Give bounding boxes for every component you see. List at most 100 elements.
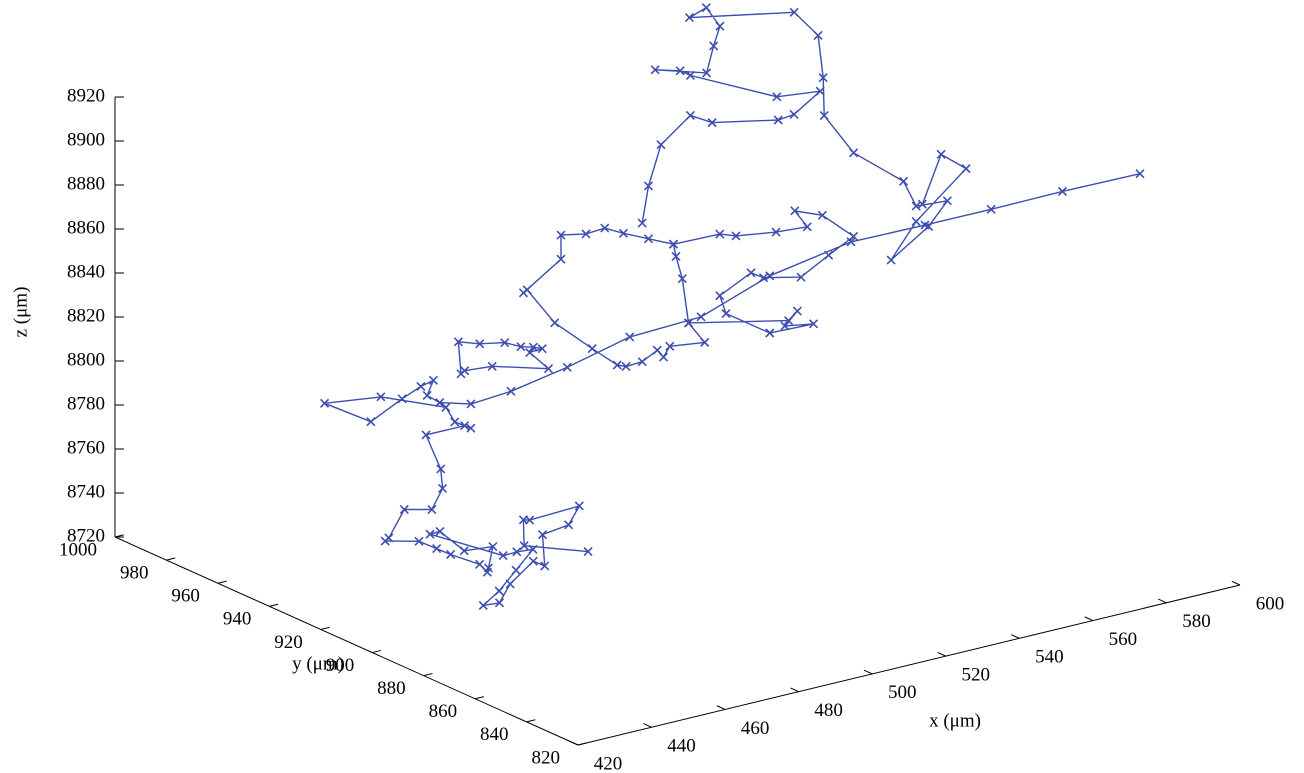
point-marker [621,361,631,372]
point-marker [643,181,654,191]
point-marker [427,504,437,515]
point-marker [637,357,647,367]
point-marker [460,366,470,376]
y-tick [372,649,382,654]
point-marker [487,361,497,371]
point-marker [528,556,538,566]
point-marker [808,319,819,329]
point-marker [556,230,566,240]
z-tick-label: 8720 [67,525,105,546]
x-tick-label: 480 [814,700,843,721]
point-marker [789,7,799,17]
point-marker [397,394,407,404]
point-marker [824,250,834,260]
z-tick-label: 8860 [67,217,105,238]
point-marker [625,332,635,342]
point-marker [446,549,456,560]
point-marker [366,417,376,427]
point-marker [437,483,448,493]
z-axis-label: z (μm) [10,287,31,338]
point-marker [849,231,859,241]
point-marker [422,390,432,401]
point-marker [731,231,741,241]
y-tick [320,626,330,630]
point-marker [581,229,591,239]
point-marker [685,70,696,81]
point-marker [428,375,438,385]
point-marker [466,399,476,409]
z-tick-label: 8840 [67,261,105,282]
x-tick [1231,580,1241,586]
point-marker [818,73,828,83]
point-marker [813,30,823,40]
point-marker [715,229,725,239]
point-marker [936,149,946,159]
x-tick-label: 420 [594,753,623,773]
x-tick [1084,616,1094,622]
x-tick-label: 560 [1109,629,1138,650]
point-marker [522,285,532,295]
point-marker [652,345,662,355]
x-tick [863,669,873,675]
point-marker [961,164,971,174]
point-marker [886,255,896,265]
z-tick-label: 8880 [67,173,105,194]
x-tick-label: 580 [1182,611,1211,632]
z-tick-label: 8820 [67,305,105,326]
point-marker [1135,169,1145,179]
point-marker [656,140,666,150]
point-marker [421,430,431,440]
point-marker [425,529,435,539]
point-marker [435,398,445,408]
point-marker [550,318,560,328]
point-marker [441,402,451,412]
y-tick-label: 960 [171,586,200,607]
x-tick [1010,634,1020,639]
point-marker [574,501,584,511]
point-marker [562,362,572,372]
point-marker [537,530,548,540]
point-marker [475,559,485,569]
z-tick-label: 8800 [67,349,105,370]
y-tick-label: 920 [274,632,303,653]
point-marker [746,268,756,278]
y-tick [269,603,279,607]
point-marker [416,381,426,391]
point-marker [475,339,485,349]
point-marker [1057,186,1067,196]
point-marker [911,201,921,211]
point-marker [380,536,390,546]
point-marker [512,547,522,557]
point-marker [399,504,409,515]
point-marker [376,392,386,402]
x-tick-label: 540 [1035,647,1064,668]
point-marker [500,338,510,348]
point-marker [790,206,800,216]
point-marker [819,111,829,121]
point-marker [675,66,685,76]
point-marker [488,541,498,552]
point-marker [435,526,445,536]
y-tick [577,742,587,746]
point-marker [650,65,660,75]
point-marker [320,398,330,408]
point-marker [528,544,538,554]
point-marker [543,364,554,374]
point-marker [715,21,725,31]
y-tick-label: 980 [120,562,149,583]
point-marker [494,598,505,608]
point-marker [460,421,470,431]
point-marker [665,341,675,351]
point-marker [587,344,597,354]
point-marker [765,328,775,338]
point-marker [432,543,442,554]
point-marker [505,579,515,589]
point-marker [783,316,794,326]
point-marker [917,199,927,209]
point-marker [564,520,574,530]
x-tick-label: 520 [962,664,991,685]
point-marker [924,221,934,231]
z-tick-label: 8900 [67,129,105,150]
point-marker [685,110,695,120]
point-marker [436,464,446,474]
